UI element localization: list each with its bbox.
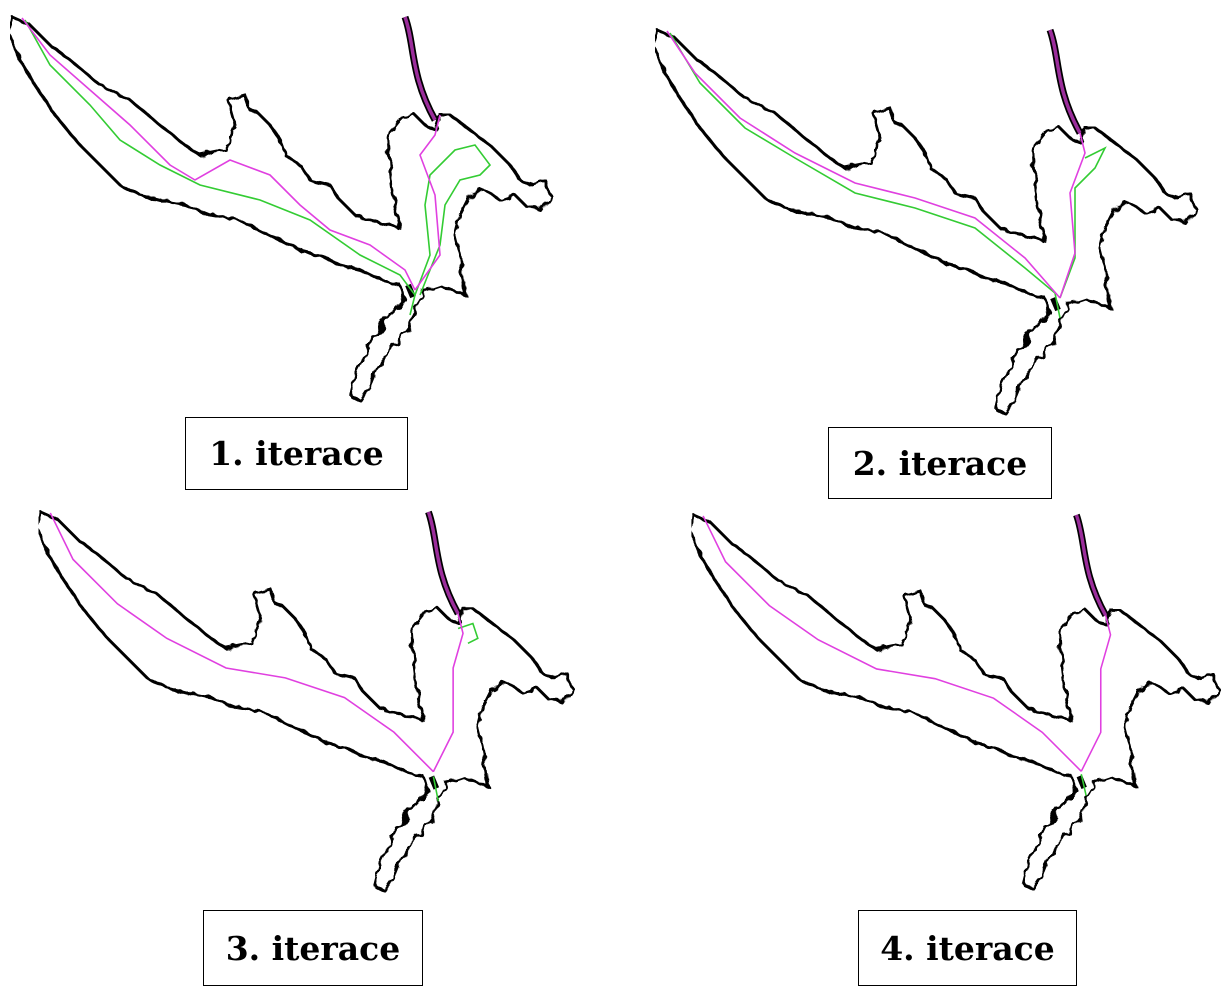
route-green xyxy=(433,624,477,802)
panel-label: 3. iterace xyxy=(203,910,423,986)
panel-label: 4. iterace xyxy=(858,910,1077,986)
panel-label: 1. iterace xyxy=(185,417,408,490)
route-magenta xyxy=(22,18,440,290)
map-panel xyxy=(35,510,580,900)
reservoir-outline xyxy=(38,512,571,890)
map-panel xyxy=(10,15,555,410)
reservoir-outline xyxy=(655,30,1195,413)
reservoir-outline xyxy=(691,515,1217,888)
map-panel xyxy=(655,28,1200,423)
map-panel xyxy=(690,513,1224,898)
panel-label: 2. iterace xyxy=(828,427,1052,499)
route-green xyxy=(25,20,490,315)
figure: {"panels": [{"label": "1. iterace"}, {"l… xyxy=(0,0,1224,988)
